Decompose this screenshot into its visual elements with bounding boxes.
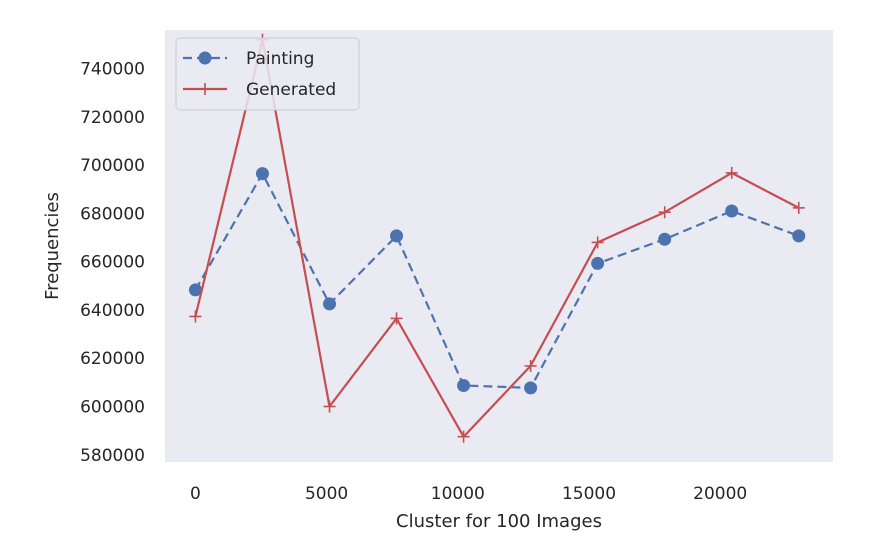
data-point-painting (725, 204, 739, 218)
data-point-generated (323, 400, 336, 413)
data-point-painting (591, 256, 605, 270)
y-tick-label: 640000 (80, 301, 145, 321)
data-point-painting (792, 229, 806, 243)
y-axis-label: Frequencies (42, 192, 63, 300)
legend-label: Painting (246, 49, 314, 69)
data-point-painting (457, 378, 471, 392)
data-point-generated (457, 430, 470, 443)
legend-entry-generated: Generated (183, 80, 336, 100)
y-tick-label: 660000 (80, 253, 145, 273)
data-point-generated (658, 206, 671, 219)
series-layer (188, 33, 806, 443)
y-tick-label: 740000 (80, 60, 145, 80)
y-tick-label: 680000 (80, 204, 145, 224)
x-tick-label: 0 (190, 484, 201, 504)
y-tick-label: 620000 (80, 349, 145, 369)
x-axis-label: Cluster for 100 Images (396, 511, 602, 532)
x-axis: 0 5000 10000 15000 20000 (190, 484, 747, 504)
y-tick-label: 600000 (80, 397, 145, 417)
data-point-painting (255, 167, 269, 181)
data-point-generated (189, 310, 202, 323)
y-tick-label: 720000 (80, 108, 145, 128)
data-point-painting (323, 297, 337, 311)
data-point-painting (188, 283, 202, 297)
y-tick-label: 700000 (80, 156, 145, 176)
legend-marker (198, 51, 212, 65)
legend-entry-painting: Painting (183, 49, 314, 69)
data-point-generated (390, 312, 403, 325)
data-point-generated (792, 201, 805, 214)
x-tick-label: 10000 (431, 484, 485, 504)
legend-box (175, 37, 360, 111)
x-tick-label: 20000 (693, 484, 747, 504)
y-axis: 580000 600000 620000 640000 660000 680000 7000… (80, 60, 145, 466)
legend-label: Generated (246, 80, 336, 100)
legend-marker (199, 83, 211, 95)
x-tick-label: 5000 (305, 484, 348, 504)
x-tick-label: 15000 (562, 484, 616, 504)
series-painting (188, 167, 806, 395)
series-line-generated (194, 38, 800, 438)
data-point-painting (390, 229, 404, 243)
series-line-painting (194, 172, 800, 389)
data-point-generated (591, 236, 604, 249)
data-point-generated (524, 359, 537, 372)
legend: Painting Generated (175, 37, 360, 111)
data-point-painting (658, 232, 672, 246)
y-tick-label: 580000 (80, 446, 145, 466)
data-point-generated (725, 166, 738, 179)
data-point-painting (524, 381, 538, 395)
